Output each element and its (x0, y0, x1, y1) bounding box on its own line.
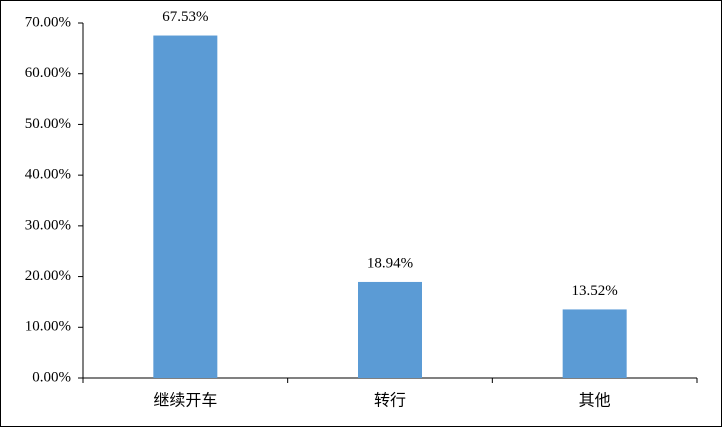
y-tick-label: 10.00% (25, 319, 71, 335)
y-tick-label: 50.00% (25, 116, 71, 132)
bar (358, 281, 422, 378)
x-tick-label: 继续开车 (153, 391, 217, 410)
y-tick-label: 20.00% (25, 268, 71, 284)
y-tick-label: 0.00% (32, 369, 71, 385)
y-tick-label: 40.00% (25, 167, 71, 183)
y-tick-label: 70.00% (25, 14, 71, 30)
y-tick-label: 60.00% (25, 65, 71, 81)
bar (153, 35, 218, 378)
y-tick-label: 30.00% (25, 217, 71, 233)
data-label: 67.53% (162, 9, 208, 25)
x-tick-label: 转行 (374, 391, 406, 410)
bar (562, 309, 627, 378)
x-tick-label: 其他 (579, 391, 611, 410)
data-label: 13.52% (572, 283, 618, 299)
data-label: 18.94% (367, 255, 413, 271)
